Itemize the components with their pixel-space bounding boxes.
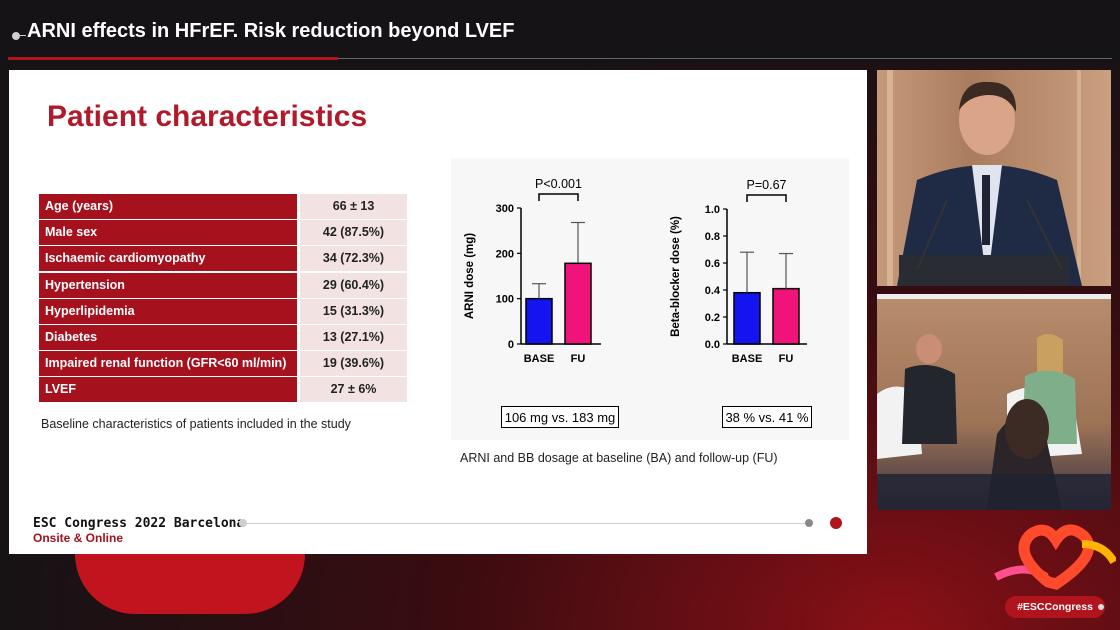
table-caption: Baseline characteristics of patients inc… [41, 417, 351, 431]
esc-heart-logo [994, 524, 1116, 590]
hashtag-dot [1098, 604, 1104, 610]
characteristics-table: Age (years) 66 ± 13 Male sex 42 (87.5%) Is… [39, 194, 407, 404]
table-row: Age (years) 66 ± 13 [39, 194, 407, 219]
x-tick-label: BASE [732, 353, 763, 365]
speaker-video [877, 70, 1111, 286]
row-value: 42 (87.5%) [300, 220, 407, 246]
bullet-dot [12, 32, 20, 40]
y-tick-label: 300 [496, 203, 514, 215]
y-axis-label: ARNI dose (mg) [464, 233, 476, 319]
table-row: Impaired renal function (GFR<60 ml/min) 1… [39, 351, 407, 377]
footer-dot [805, 519, 813, 527]
table-row: Hyperlipidemia 15 (31.3%) [39, 298, 407, 324]
row-value: 34 (72.3%) [300, 246, 407, 272]
row-label: Diabetes [39, 324, 297, 350]
y-tick-label: 0.6 [705, 258, 720, 270]
chart-panel: 0 100 200 300 ARNI dose (mg) BASE FU P<0.001 0.0… [451, 158, 849, 440]
row-value: 13 (27.1%) [300, 324, 407, 350]
arni-dose-summary: 106 mg vs. 183 mg [501, 406, 619, 428]
table-row: Male sex 42 (87.5%) [39, 220, 407, 246]
table-row: Ischaemic cardiomyopathy 34 (72.3%) [39, 246, 407, 272]
y-tick-label: 0.0 [705, 339, 720, 351]
title-rule-accent [8, 57, 338, 60]
bar-charts: 0 100 200 300 ARNI dose (mg) BASE FU P<0.001 0.0… [464, 177, 807, 365]
row-value: 27 ± 6% [300, 377, 407, 403]
row-label: Male sex [39, 220, 297, 246]
p-value-label: P=0.67 [747, 178, 787, 192]
footer-dot [239, 519, 247, 527]
row-label: Ischaemic cardiomyopathy [39, 246, 297, 272]
hashtag-badge: #ESCCongress [1005, 596, 1105, 618]
decorative-shape [75, 554, 305, 614]
bar-fu [772, 287, 800, 345]
slide-title: Patient characteristics [47, 100, 368, 133]
congress-mode: Onsite & Online [33, 531, 124, 545]
row-value: 29 (60.4%) [300, 272, 407, 298]
table-row: LVEF 27 ± 6% [39, 377, 407, 403]
row-value: 66 ± 13 [300, 194, 407, 219]
row-value: 19 (39.6%) [300, 351, 407, 377]
y-tick-label: 100 [496, 294, 514, 306]
title-rule [338, 58, 1112, 59]
presentation-slide: Patient characteristics Age (years) 66 ± … [9, 70, 867, 554]
p-value-label: P<0.001 [535, 177, 582, 191]
footer-rule [243, 523, 809, 524]
panel-video [877, 294, 1111, 510]
top-bar: ARNI effects in HFrEF. Risk reduction be… [0, 0, 1120, 62]
row-label: Hypertension [39, 272, 297, 298]
y-tick-label: 0.2 [705, 312, 720, 324]
row-label: Impaired renal function (GFR<60 ml/min) [39, 351, 297, 377]
x-tick-label: BASE [524, 353, 555, 365]
y-tick-label: 1.0 [705, 204, 720, 216]
row-label: Hyperlipidemia [39, 298, 297, 324]
bar-base [525, 297, 553, 345]
x-tick-label: FU [571, 353, 586, 365]
y-axis-label: Beta-blocker dose (%) [670, 216, 682, 337]
bar-base [733, 291, 761, 345]
session-title: ARNI effects in HFrEF. Risk reduction be… [27, 20, 515, 42]
table-row: Hypertension 29 (60.4%) [39, 272, 407, 298]
significance-bracket [746, 194, 787, 202]
y-tick-label: 0.8 [705, 231, 720, 243]
row-label: Age (years) [39, 194, 297, 219]
y-tick-label: 200 [496, 248, 514, 260]
bar-fu [564, 262, 592, 345]
y-tick-label: 0.4 [705, 285, 721, 297]
footer-dot-accent [830, 517, 842, 529]
congress-name: ESC Congress 2022 Barcelona [33, 516, 245, 531]
bullet-line [20, 35, 26, 36]
row-label: LVEF [39, 377, 297, 403]
row-value: 15 (31.3%) [300, 298, 407, 324]
significance-bracket [538, 193, 579, 201]
bb-dose-summary: 38 % vs. 41 % [722, 406, 812, 428]
figure-caption: ARNI and BB dosage at baseline (BA) and … [460, 451, 778, 465]
table-row: Diabetes 13 (27.1%) [39, 324, 407, 350]
x-tick-label: FU [779, 353, 794, 365]
y-tick-label: 0 [508, 339, 514, 351]
